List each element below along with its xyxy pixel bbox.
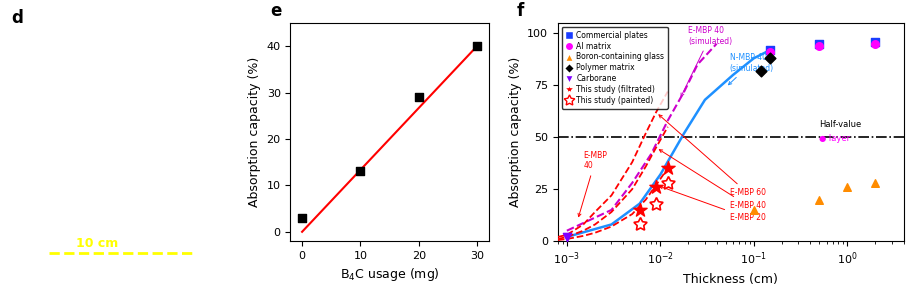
Point	[868, 181, 882, 185]
Point	[649, 185, 664, 189]
Text: ● layer: ● layer	[819, 134, 850, 144]
Text: f: f	[516, 2, 524, 20]
Point	[868, 39, 882, 44]
Text: d: d	[11, 9, 23, 27]
Point	[747, 208, 762, 212]
Point	[762, 48, 777, 52]
Point	[762, 56, 777, 61]
Point	[560, 235, 574, 239]
Point	[762, 50, 777, 54]
Point	[811, 41, 826, 46]
Y-axis label: Absorption capacity (%): Absorption capacity (%)	[248, 57, 261, 207]
Text: e: e	[271, 2, 282, 20]
Point	[353, 169, 368, 174]
Point	[754, 68, 769, 73]
Text: E-MBP 40
(simulated): E-MBP 40 (simulated)	[681, 26, 733, 96]
X-axis label: B$_4$C usage (mg): B$_4$C usage (mg)	[339, 266, 440, 283]
Text: E-MBP 20: E-MBP 20	[660, 186, 765, 222]
Point	[295, 216, 310, 220]
Point	[811, 197, 826, 202]
Text: E-MBP
40: E-MBP 40	[578, 151, 608, 217]
Text: N-MBP 40
(simulated): N-MBP 40 (simulated)	[728, 53, 774, 85]
Point	[632, 208, 647, 212]
Text: 10 cm: 10 cm	[77, 237, 118, 250]
Point	[868, 41, 882, 46]
Text: E-MBP 40: E-MBP 40	[659, 150, 765, 210]
Point	[660, 166, 675, 171]
Legend: Commercial plates, Al matrix, Boron-containing glass, Polymer matrix, Carborane,: Commercial plates, Al matrix, Boron-cont…	[561, 27, 668, 109]
Point	[469, 44, 484, 49]
Point	[840, 185, 855, 189]
Y-axis label: Absorption capacity (%): Absorption capacity (%)	[509, 57, 522, 207]
Text: E-MBP 60: E-MBP 60	[659, 115, 765, 197]
Point	[811, 44, 826, 48]
Point	[411, 95, 426, 100]
Text: Half-value: Half-value	[819, 120, 861, 129]
X-axis label: Thickness (cm): Thickness (cm)	[683, 273, 778, 286]
